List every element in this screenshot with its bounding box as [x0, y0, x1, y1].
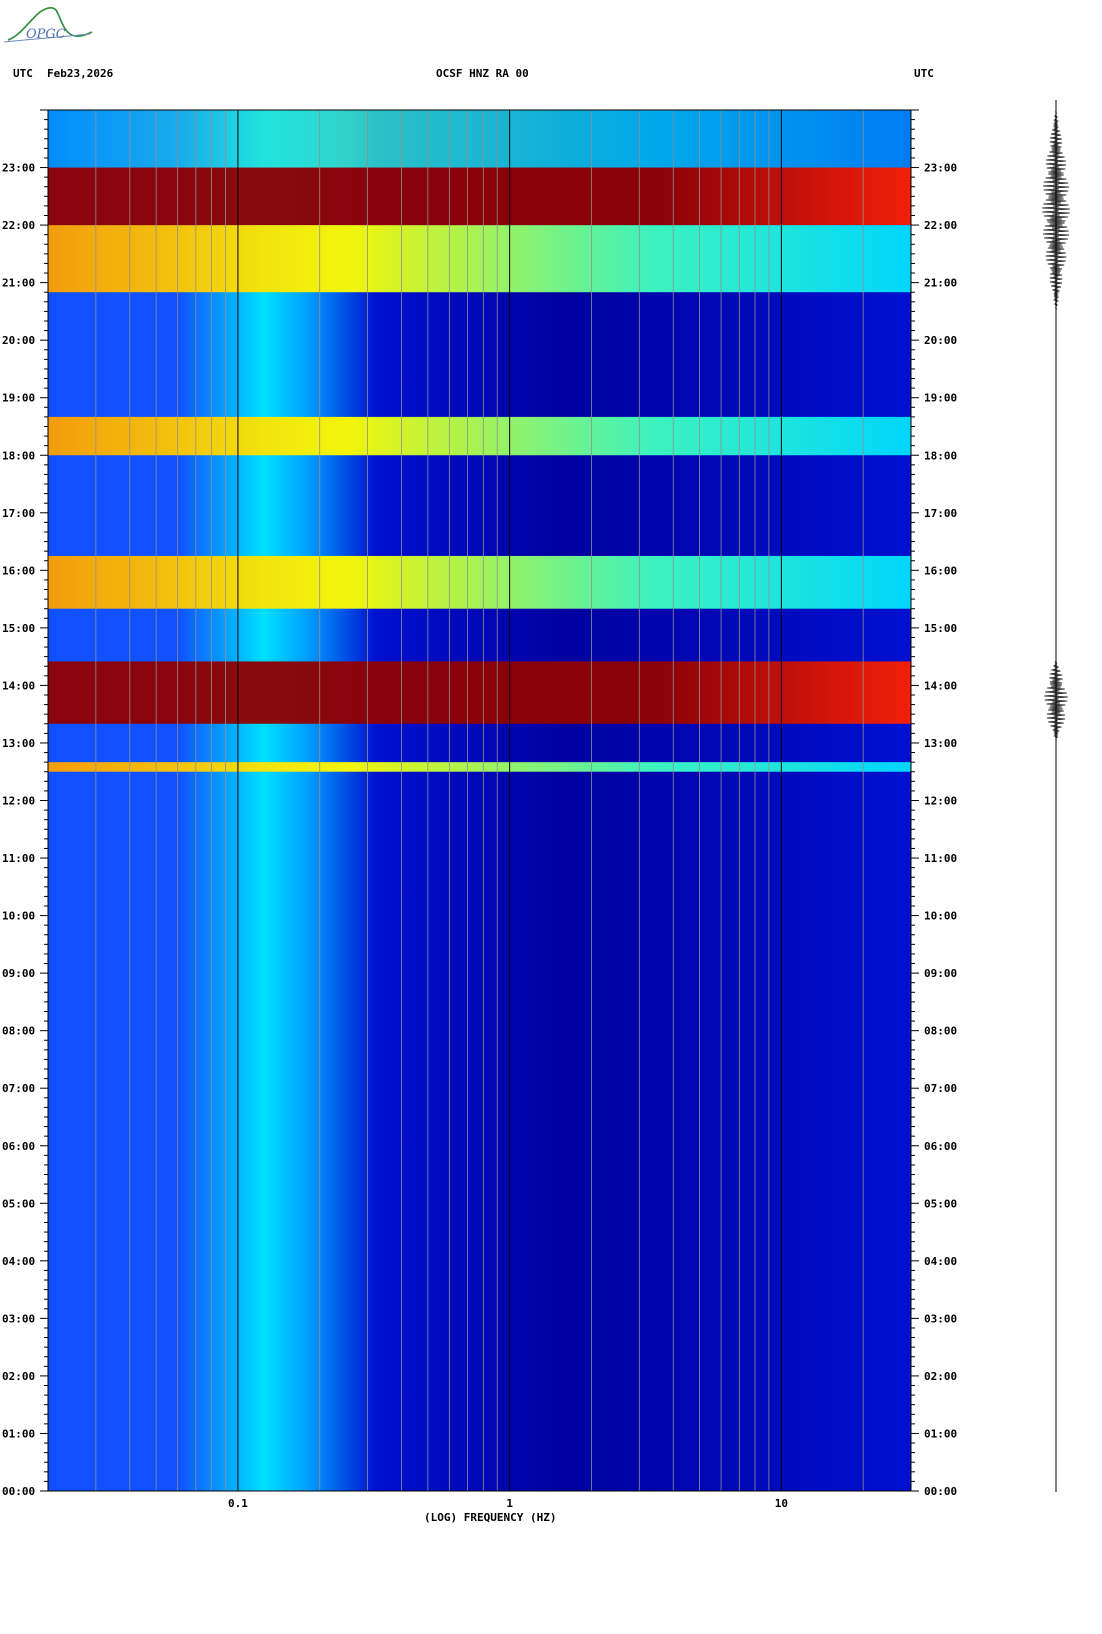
energy-band — [48, 110, 911, 168]
y-tick-label-right: 18:00 — [924, 449, 957, 462]
y-tick-label-left: 18:00 — [2, 449, 35, 462]
seismogram-trace — [1042, 100, 1070, 1492]
trace-burst — [1042, 110, 1070, 311]
y-tick-label-right: 23:00 — [924, 162, 957, 175]
energy-band — [48, 167, 911, 226]
y-tick-label-left: 15:00 — [2, 622, 35, 635]
header-station: OCSF HNZ RA 00 — [436, 67, 529, 80]
y-tick-label-right: 14:00 — [924, 679, 957, 692]
y-tick-label-right: 06:00 — [924, 1140, 957, 1153]
y-tick-label-right: 09:00 — [924, 967, 957, 980]
y-tick-label-right: 12:00 — [924, 795, 957, 808]
y-tick-label-right: 16:00 — [924, 564, 957, 577]
y-tick-label-left: 10:00 — [2, 910, 35, 923]
header-utc-left: UTC — [13, 67, 33, 80]
y-tick-label-left: 13:00 — [2, 737, 35, 750]
y-tick-label-right: 05:00 — [924, 1197, 957, 1210]
y-tick-label-left: 16:00 — [2, 564, 35, 577]
spectrogram-field — [48, 110, 911, 1491]
y-tick-label-left: 19:00 — [2, 392, 35, 405]
axis-labels: 0.1 1 10 00:00 00:00 01:00 01:00 02:00 02:00 03:0… — [2, 162, 957, 1510]
x-tick-label: 0.1 — [228, 1497, 248, 1510]
y-tick-label-right: 04:00 — [924, 1255, 957, 1268]
y-tick-label-left: 08:00 — [2, 1025, 35, 1038]
energy-band — [48, 762, 911, 772]
y-tick-label-left: 21:00 — [2, 277, 35, 290]
spectrogram-background — [48, 110, 911, 1491]
energy-band — [48, 661, 911, 724]
y-tick-label-right: 15:00 — [924, 622, 957, 635]
header-date: Feb23,2026 — [47, 67, 114, 80]
opgc-logo: OPGC — [3, 7, 93, 43]
energy-band — [48, 225, 911, 293]
y-tick-label-right: 19:00 — [924, 392, 957, 405]
y-tick-label-left: 20:00 — [2, 334, 35, 347]
y-tick-label-right: 13:00 — [924, 737, 957, 750]
y-tick-label-left: 04:00 — [2, 1255, 35, 1268]
logo-text: OPGC — [26, 27, 66, 42]
y-tick-label-left: 09:00 — [2, 967, 35, 980]
y-tick-label-right: 20:00 — [924, 334, 957, 347]
y-tick-label-right: 00:00 — [924, 1485, 957, 1498]
y-tick-label-left: 05:00 — [2, 1197, 35, 1210]
time-ticks — [40, 109, 919, 1492]
y-tick-label-left: 23:00 — [2, 162, 35, 175]
y-tick-label-left: 06:00 — [2, 1140, 35, 1153]
y-tick-label-right: 07:00 — [924, 1082, 957, 1095]
y-tick-label-left: 02:00 — [2, 1370, 35, 1383]
energy-band — [48, 555, 911, 609]
energy-band — [48, 416, 911, 456]
header-utc-right: UTC — [914, 67, 934, 80]
x-tick-label: 1 — [506, 1497, 513, 1510]
y-tick-label-left: 03:00 — [2, 1312, 35, 1325]
y-tick-label-right: 08:00 — [924, 1025, 957, 1038]
y-tick-label-left: 14:00 — [2, 679, 35, 692]
y-tick-label-right: 02:00 — [924, 1370, 957, 1383]
x-axis-title: (LOG) FREQUENCY (HZ) — [424, 1511, 557, 1524]
y-tick-label-left: 11:00 — [2, 852, 35, 865]
y-tick-label-left: 00:00 — [2, 1485, 35, 1498]
y-tick-label-left: 12:00 — [2, 795, 35, 808]
y-tick-label-right: 03:00 — [924, 1312, 957, 1325]
y-tick-label-left: 17:00 — [2, 507, 35, 520]
y-tick-label-left: 01:00 — [2, 1427, 35, 1440]
y-tick-label-right: 10:00 — [924, 910, 957, 923]
y-tick-label-left: 07:00 — [2, 1082, 35, 1095]
y-tick-label-right: 01:00 — [924, 1427, 957, 1440]
y-tick-label-right: 22:00 — [924, 219, 957, 232]
y-tick-label-left: 22:00 — [2, 219, 35, 232]
y-tick-label-right: 17:00 — [924, 507, 957, 520]
y-tick-label-right: 11:00 — [924, 852, 957, 865]
x-tick-label: 10 — [775, 1497, 788, 1510]
trace-burst — [1044, 660, 1068, 741]
y-tick-label-right: 21:00 — [924, 277, 957, 290]
